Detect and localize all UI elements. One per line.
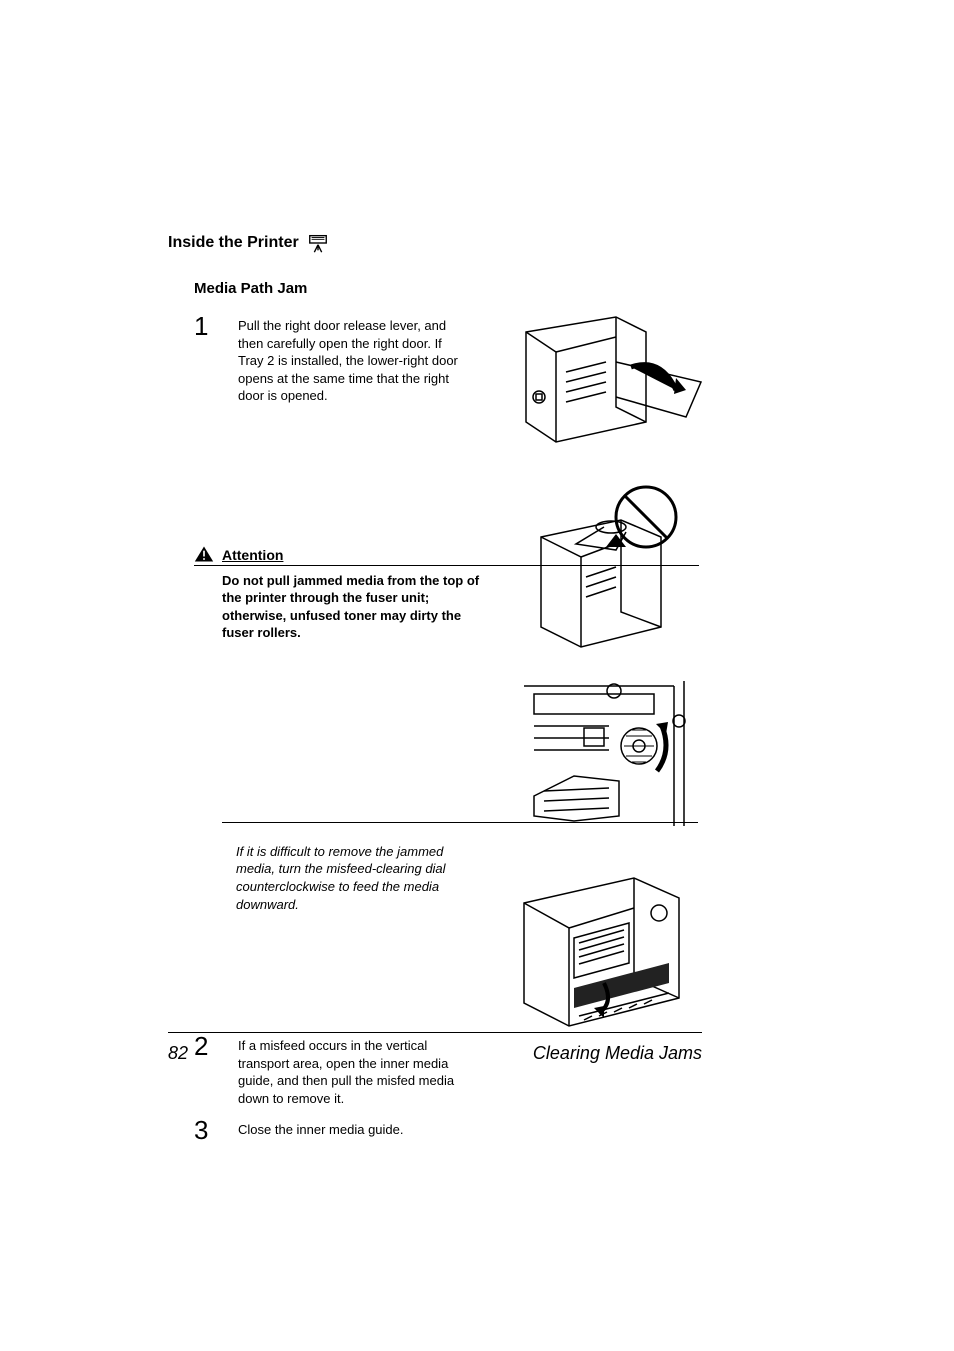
- section-title: Inside the Printer: [168, 232, 702, 254]
- step-number: 1: [194, 313, 238, 339]
- section-title-text: Inside the Printer: [168, 234, 299, 252]
- page-number: 82: [168, 1043, 188, 1064]
- figure-dial: [514, 676, 706, 832]
- printer-icon: [307, 232, 329, 254]
- page-footer: 82 Clearing Media Jams: [168, 1032, 702, 1064]
- attention-title: Attention: [222, 547, 283, 563]
- attention-text: Do not pull jammed media from the top of…: [222, 572, 482, 642]
- warning-icon: [194, 545, 214, 563]
- figure-open-door: [506, 302, 706, 466]
- step-text: Close the inner media guide.: [238, 1121, 458, 1139]
- subsection-title: Media Path Jam: [194, 280, 702, 297]
- step-number: 3: [194, 1117, 238, 1143]
- figure-attention: [516, 482, 706, 652]
- step-text: Pull the right door release lever, and t…: [238, 317, 458, 405]
- footer-title: Clearing Media Jams: [533, 1043, 702, 1064]
- step-3: 3 Close the inner media guide.: [168, 1117, 702, 1143]
- tip-text: If it is difficult to remove the jammed …: [236, 843, 456, 913]
- figure-media-guide: [504, 868, 706, 1028]
